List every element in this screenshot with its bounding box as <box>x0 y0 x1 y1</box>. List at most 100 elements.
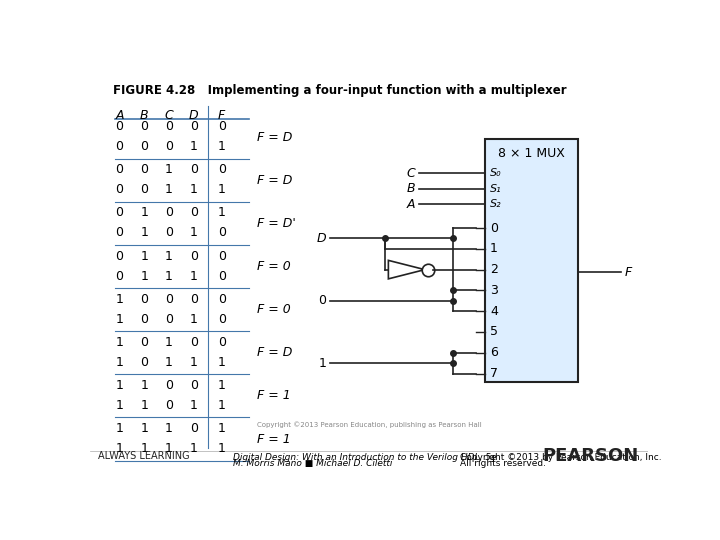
Text: 0: 0 <box>115 164 123 177</box>
Text: 1: 1 <box>190 313 198 326</box>
Text: 1: 1 <box>490 242 498 255</box>
Text: 0: 0 <box>140 356 148 369</box>
Text: 1: 1 <box>165 269 173 282</box>
Text: 0: 0 <box>165 226 173 240</box>
Text: 0: 0 <box>165 293 173 306</box>
Text: 1: 1 <box>140 206 148 219</box>
Text: 1: 1 <box>140 442 148 455</box>
Text: 1: 1 <box>218 206 225 219</box>
Text: S₂: S₂ <box>490 199 502 209</box>
Text: 0: 0 <box>190 206 198 219</box>
Polygon shape <box>388 260 425 279</box>
Text: 0: 0 <box>115 140 123 153</box>
Text: Copyright ©2013 Pearson Education, publishing as Pearson Hall: Copyright ©2013 Pearson Education, publi… <box>256 422 482 429</box>
Text: 1: 1 <box>218 184 225 197</box>
Text: All rights reserved.: All rights reserved. <box>461 459 546 468</box>
Text: 1: 1 <box>115 336 123 349</box>
Text: 1: 1 <box>190 226 198 240</box>
Text: 8 × 1 MUX: 8 × 1 MUX <box>498 147 565 160</box>
Text: 0: 0 <box>140 140 148 153</box>
Text: 1: 1 <box>218 356 225 369</box>
Text: 0: 0 <box>165 140 173 153</box>
Text: 1: 1 <box>318 357 326 370</box>
Text: 0: 0 <box>217 164 226 177</box>
Text: 1: 1 <box>115 422 123 435</box>
Text: 0: 0 <box>140 293 148 306</box>
Text: 0: 0 <box>190 120 198 133</box>
Text: 1: 1 <box>218 399 225 412</box>
Text: 1: 1 <box>165 184 173 197</box>
Text: M. Morris Mano ■ Michael D. Ciletti: M. Morris Mano ■ Michael D. Ciletti <box>233 459 392 468</box>
Text: F = D: F = D <box>256 174 292 187</box>
Text: Digital Design: With an Introduction to the Verilog HDL, 5e: Digital Design: With an Introduction to … <box>233 453 497 462</box>
Text: 4: 4 <box>490 305 498 318</box>
Text: 1: 1 <box>165 336 173 349</box>
Text: 1: 1 <box>115 379 123 392</box>
Text: 1: 1 <box>218 140 225 153</box>
Text: 0: 0 <box>115 184 123 197</box>
Text: 1: 1 <box>165 249 173 262</box>
Text: F = 0: F = 0 <box>256 303 290 316</box>
Text: 2: 2 <box>490 263 498 276</box>
Text: 0: 0 <box>318 294 326 307</box>
Text: 0: 0 <box>115 249 123 262</box>
Text: ALWAYS LEARNING: ALWAYS LEARNING <box>98 451 189 461</box>
Text: 0: 0 <box>217 293 226 306</box>
Text: 0: 0 <box>165 313 173 326</box>
Text: 1: 1 <box>115 293 123 306</box>
Text: 1: 1 <box>165 356 173 369</box>
Text: 0: 0 <box>217 336 226 349</box>
Text: 1: 1 <box>115 313 123 326</box>
Text: F = 0: F = 0 <box>256 260 290 273</box>
Text: 1: 1 <box>140 399 148 412</box>
Text: 0: 0 <box>115 206 123 219</box>
Text: 0: 0 <box>190 422 198 435</box>
Text: 0: 0 <box>190 293 198 306</box>
Text: 0: 0 <box>217 269 226 282</box>
Text: 0: 0 <box>165 399 173 412</box>
Text: 0: 0 <box>140 164 148 177</box>
Text: 0: 0 <box>217 226 226 240</box>
Text: C: C <box>407 167 415 180</box>
Text: Copyright ©2013 by Pearson Education, Inc.: Copyright ©2013 by Pearson Education, In… <box>461 453 662 462</box>
Text: F = D: F = D <box>256 346 292 359</box>
Text: 0: 0 <box>165 379 173 392</box>
Text: 1: 1 <box>165 442 173 455</box>
Text: 0: 0 <box>115 226 123 240</box>
Text: 5: 5 <box>490 326 498 339</box>
Text: 0: 0 <box>190 164 198 177</box>
Text: B: B <box>140 110 148 123</box>
Text: 0: 0 <box>165 206 173 219</box>
Text: 0: 0 <box>140 313 148 326</box>
Text: A: A <box>115 110 124 123</box>
Text: 1: 1 <box>140 269 148 282</box>
Text: F: F <box>625 266 632 279</box>
Text: 0: 0 <box>190 336 198 349</box>
Text: 1: 1 <box>165 422 173 435</box>
Text: 1: 1 <box>190 269 198 282</box>
Text: C: C <box>165 110 174 123</box>
Text: 0: 0 <box>217 313 226 326</box>
Text: 1: 1 <box>190 184 198 197</box>
Text: 0: 0 <box>490 221 498 234</box>
Text: 1: 1 <box>115 442 123 455</box>
Text: 1: 1 <box>115 399 123 412</box>
Text: D: D <box>189 110 199 123</box>
Text: B: B <box>407 183 415 195</box>
Text: F = 1: F = 1 <box>256 433 290 446</box>
Text: 0: 0 <box>115 120 123 133</box>
Text: 1: 1 <box>165 164 173 177</box>
Text: S₁: S₁ <box>490 184 502 194</box>
Text: 1: 1 <box>218 379 225 392</box>
Text: A: A <box>407 198 415 211</box>
Text: 0: 0 <box>140 184 148 197</box>
FancyBboxPatch shape <box>485 139 578 382</box>
Text: 0: 0 <box>140 120 148 133</box>
Text: PEARSON: PEARSON <box>542 447 639 465</box>
Text: 6: 6 <box>490 346 498 359</box>
Text: 1: 1 <box>218 442 225 455</box>
Text: 1: 1 <box>218 422 225 435</box>
Text: 0: 0 <box>115 269 123 282</box>
Text: F = D: F = D <box>256 131 292 144</box>
Text: 0: 0 <box>190 379 198 392</box>
